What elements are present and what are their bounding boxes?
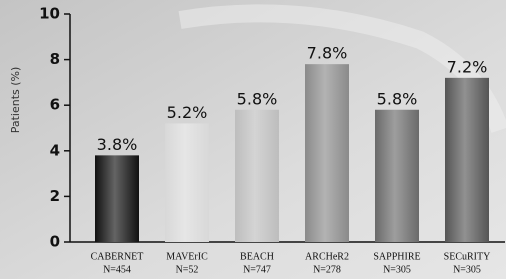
bar [445, 78, 489, 242]
value-label: 5.8% [377, 89, 418, 108]
bar [235, 110, 279, 242]
x-tick-label: MAVErIC [166, 251, 208, 262]
y-tick-label: 8 [50, 50, 60, 68]
x-tick-label: SAPPHIRE [373, 251, 420, 262]
chart: Patients (%) 0 2 4 6 8 10 CABERNET N=454 3.8% MAV… [0, 0, 506, 279]
x-tick-label: CABERNET [91, 251, 144, 262]
bar [95, 155, 139, 242]
x-tick-label: ARCHeR2 [305, 251, 349, 262]
sample-size-label: N=305 [383, 264, 411, 275]
value-label: 7.2% [447, 57, 488, 76]
value-label: 3.8% [97, 135, 138, 154]
sample-size-label: N=454 [103, 264, 131, 275]
bar [375, 110, 419, 242]
sample-size-label: N=305 [453, 264, 481, 275]
value-label: 7.8% [307, 44, 348, 63]
y-tick-label: 2 [50, 187, 60, 205]
x-tick-label: SECuRITY [444, 251, 491, 262]
y-tick-label: 10 [39, 5, 60, 23]
bar [165, 123, 209, 242]
y-tick-label: 0 [50, 233, 60, 251]
sample-size-label: N=52 [176, 264, 199, 275]
y-tick-label: 6 [50, 96, 60, 114]
sample-size-label: N=278 [313, 264, 341, 275]
bar [305, 64, 349, 242]
sample-size-label: N=747 [243, 264, 271, 275]
x-tick-label: BEACH [240, 251, 274, 262]
value-label: 5.2% [167, 103, 208, 122]
y-axis-label: Patients (%) [9, 67, 22, 134]
y-tick-label: 4 [50, 141, 60, 159]
value-label: 5.8% [237, 89, 278, 108]
